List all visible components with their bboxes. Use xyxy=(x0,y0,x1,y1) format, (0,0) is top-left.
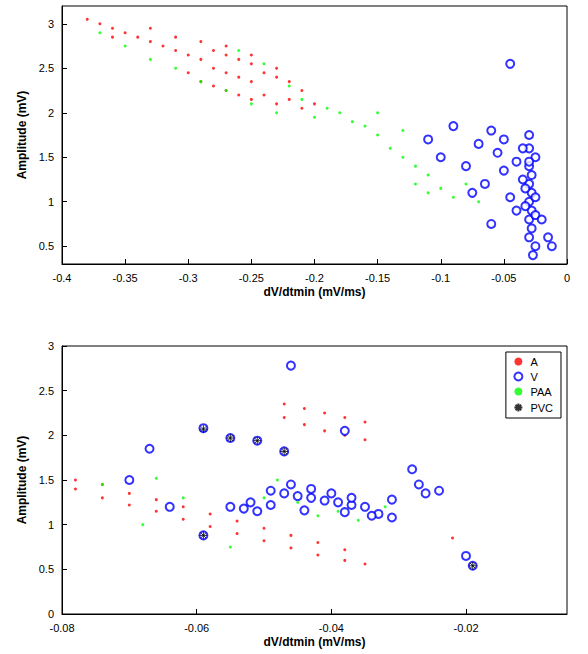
svg-text:1: 1 xyxy=(48,196,54,208)
svg-text:Amplitude (mV): Amplitude (mV) xyxy=(15,91,29,180)
svg-text:-0.06: -0.06 xyxy=(184,622,209,634)
svg-text:1: 1 xyxy=(48,519,54,531)
svg-text:-0.4: -0.4 xyxy=(53,272,72,284)
svg-text:A: A xyxy=(530,356,538,368)
svg-text:-0.05: -0.05 xyxy=(491,272,516,284)
svg-text:1.5: 1.5 xyxy=(39,151,54,163)
svg-text:1.5: 1.5 xyxy=(39,474,54,486)
svg-text:2.5: 2.5 xyxy=(39,385,54,397)
svg-text:dV/dtmin (mV/ms): dV/dtmin (mV/ms) xyxy=(263,635,365,649)
svg-text:2: 2 xyxy=(48,429,54,441)
svg-text:2: 2 xyxy=(48,107,54,119)
svg-text:-0.04: -0.04 xyxy=(319,622,344,634)
svg-text:3: 3 xyxy=(48,340,54,352)
svg-text:0.5: 0.5 xyxy=(39,563,54,575)
svg-text:-0.25: -0.25 xyxy=(239,272,264,284)
svg-text:0: 0 xyxy=(48,608,54,620)
svg-text:0: 0 xyxy=(564,272,570,284)
svg-text:PVC: PVC xyxy=(530,402,553,414)
svg-text:V: V xyxy=(530,371,538,383)
svg-text:-0.1: -0.1 xyxy=(431,272,450,284)
svg-text:3: 3 xyxy=(48,18,54,30)
svg-text:PAA: PAA xyxy=(530,386,552,398)
svg-text:-0.2: -0.2 xyxy=(305,272,324,284)
svg-text:-0.08: -0.08 xyxy=(49,622,74,634)
svg-text:-0.3: -0.3 xyxy=(179,272,198,284)
svg-text:-0.02: -0.02 xyxy=(453,622,478,634)
svg-text:dV/dtmin (mV/ms): dV/dtmin (mV/ms) xyxy=(263,285,365,299)
svg-text:Amplitude (mV): Amplitude (mV) xyxy=(15,436,29,525)
svg-text:2.5: 2.5 xyxy=(39,62,54,74)
svg-text:-0.15: -0.15 xyxy=(365,272,390,284)
svg-text:0.5: 0.5 xyxy=(39,240,54,252)
svg-text:-0.35: -0.35 xyxy=(113,272,138,284)
